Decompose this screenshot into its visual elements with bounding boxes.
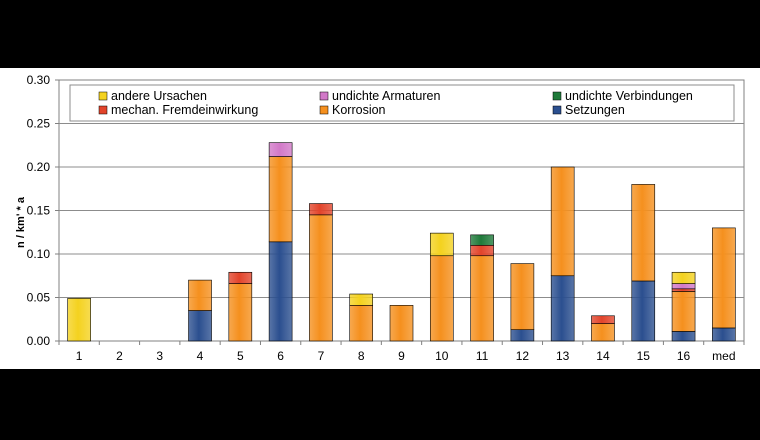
bar-andere-ursachen-8 <box>349 293 374 306</box>
bar-andere-ursachen-10 <box>429 232 454 257</box>
bar-setzungen-15 <box>631 280 656 342</box>
bar-setzungen-12 <box>510 329 535 342</box>
bar-andere-ursachen-1 <box>67 298 91 342</box>
x-tick-label: med <box>712 349 735 363</box>
bar-mechan-fremdeinwirkung-11 <box>470 245 494 257</box>
legend-label: Setzungen <box>565 103 625 117</box>
y-tick-label: 0.25 <box>27 117 51 131</box>
x-tick-label: 6 <box>277 349 284 363</box>
y-tick-label: 0.00 <box>27 334 51 348</box>
x-tick-label: 16 <box>677 349 691 363</box>
legend-label: mechan. Fremdeinwirkung <box>111 103 258 117</box>
legend-swatch <box>319 105 329 115</box>
legend-swatch <box>98 91 108 101</box>
bar-undichte-armaturen-6 <box>268 142 293 157</box>
bar-mechan-fremdeinwirkung-7 <box>309 203 333 216</box>
bar-undichte-verbindungen-11 <box>470 234 494 246</box>
y-tick-label: 0.05 <box>27 291 51 305</box>
bar-korrosion-13 <box>550 166 575 277</box>
bar-setzungen-16 <box>671 331 696 342</box>
legend-swatch <box>552 91 562 101</box>
bar-korrosion-med <box>712 227 736 329</box>
bar-mechan-fremdeinwirkung-5 <box>228 271 253 284</box>
bar-korrosion-4 <box>188 279 212 311</box>
bar-mechan-fremdeinwirkung-16 <box>671 288 696 292</box>
y-tick-label: 0.30 <box>27 73 51 87</box>
x-tick-label: 2 <box>116 349 123 363</box>
bar-setzungen-4 <box>188 310 212 342</box>
x-tick-label: 5 <box>237 349 244 363</box>
x-tick-label: 10 <box>435 349 449 363</box>
chart-frame: 0.00 0.05 0.10 0.15 0.20 0.25 0.30 n / km' * a 1… <box>0 68 760 369</box>
legend-label: undichte Armaturen <box>332 89 440 103</box>
y-axis-label: n / km' * a <box>15 196 27 248</box>
x-tick-label: 1 <box>76 349 83 363</box>
bar-korrosion-15 <box>631 184 656 282</box>
bar-andere-ursachen-16 <box>671 271 696 284</box>
y-tick-label: 0.15 <box>27 204 51 218</box>
bar-korrosion-8 <box>349 305 374 342</box>
x-tick-label: 4 <box>197 349 204 363</box>
x-tick-label: 11 <box>476 349 489 363</box>
y-tick-label: 0.10 <box>27 247 51 261</box>
bar-korrosion-7 <box>309 214 333 342</box>
x-tick-label: 12 <box>516 349 530 363</box>
bar-korrosion-11 <box>470 255 494 342</box>
legend-swatch <box>552 105 562 115</box>
x-tick-label: 3 <box>156 349 163 363</box>
bar-korrosion-9 <box>389 305 414 342</box>
legend-box <box>69 84 735 122</box>
x-tick-label: 14 <box>596 349 610 363</box>
bar-korrosion-12 <box>510 263 535 330</box>
y-tick-label: 0.20 <box>27 160 51 174</box>
bar-korrosion-10 <box>429 255 454 342</box>
bar-setzungen-6 <box>268 241 293 342</box>
x-tick-label: 15 <box>637 349 651 363</box>
bar-korrosion-14 <box>591 323 615 342</box>
bar-korrosion-5 <box>228 283 253 342</box>
x-tick-label: 13 <box>556 349 570 363</box>
stacked-bar-chart: 0.00 0.05 0.10 0.15 0.20 0.25 0.30 n / km' * a 1… <box>15 73 745 363</box>
x-tick-label: 9 <box>398 349 405 363</box>
legend-label: undichte Verbindungen <box>565 89 693 103</box>
legend-swatch <box>98 105 108 115</box>
bar-undichte-armaturen-16 <box>671 283 696 290</box>
bar-setzungen-13 <box>550 275 575 342</box>
legend-swatch <box>319 91 329 101</box>
x-tick-label: 7 <box>318 349 325 363</box>
bar-setzungen-med <box>712 327 736 342</box>
bar-korrosion-6 <box>268 156 293 243</box>
legend-label: andere Ursachen <box>111 89 207 103</box>
bar-korrosion-16 <box>671 291 696 332</box>
legend-label: Korrosion <box>332 103 386 117</box>
bar-mechan-fremdeinwirkung-14 <box>591 315 615 324</box>
x-tick-label: 8 <box>358 349 365 363</box>
